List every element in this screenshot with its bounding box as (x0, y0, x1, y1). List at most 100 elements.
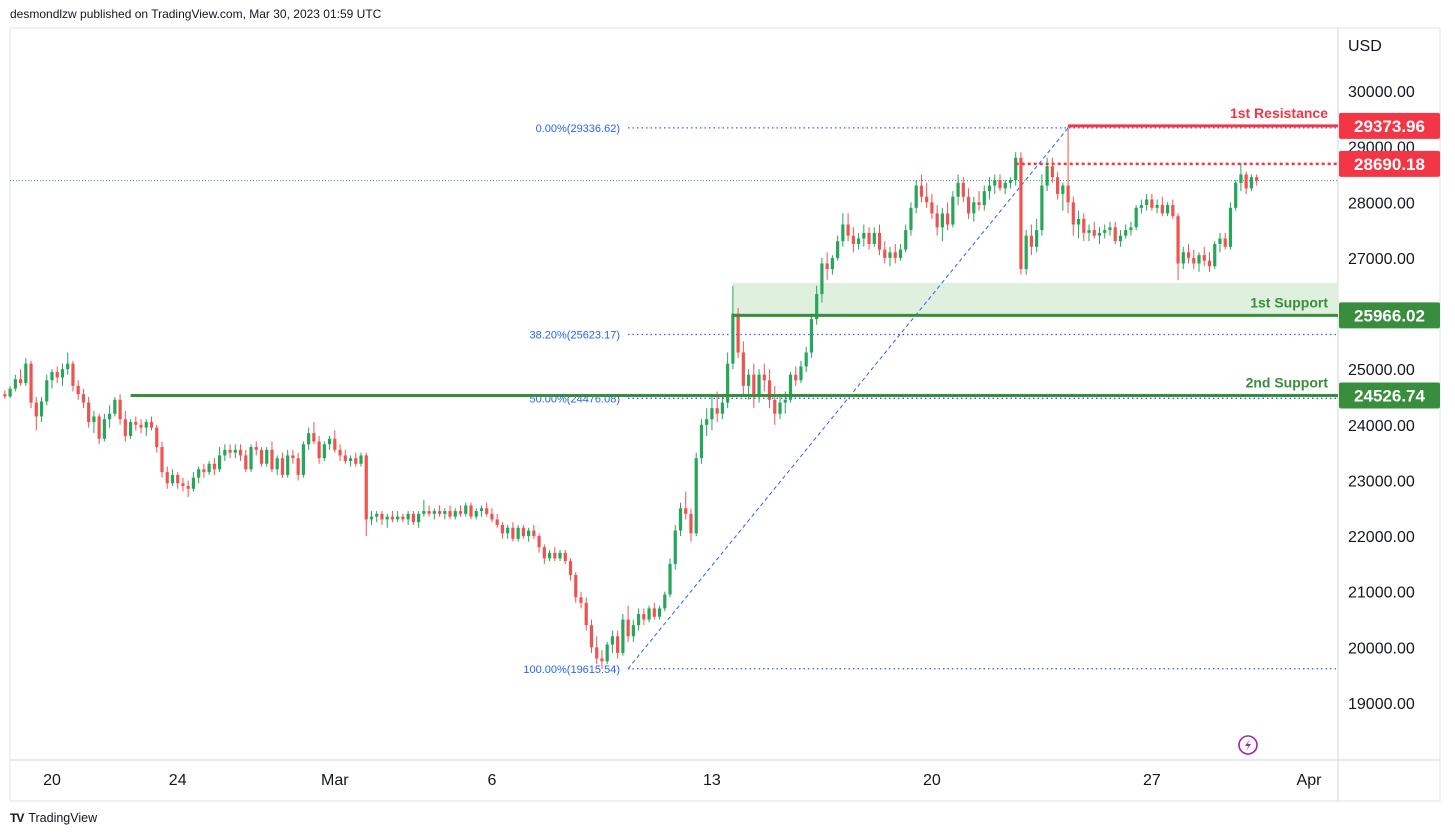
fib-level-label: 100.00%(19615.54) (523, 664, 620, 676)
candle-body (568, 561, 573, 576)
candle-body (600, 658, 604, 662)
candle-body (1061, 185, 1065, 194)
candle-body (155, 427, 159, 448)
candle-body (741, 352, 745, 386)
time-tick-label: Mar (321, 772, 349, 789)
candle-body (532, 530, 536, 537)
candle-body (212, 463, 216, 470)
candle-body (45, 380, 49, 402)
candle-body (1097, 232, 1102, 236)
tradingview-logo: TV (10, 811, 24, 825)
time-tick-label: 24 (169, 772, 187, 789)
candle-body (244, 455, 248, 470)
publication-info: desmondlzw published on TradingView.com,… (10, 7, 382, 21)
candle-body (914, 185, 918, 208)
candle-body (762, 374, 766, 381)
support-level-label: 2nd Support (1246, 375, 1329, 391)
chart-frame (9, 27, 1441, 802)
candle-body (521, 527, 525, 537)
candle-body (877, 232, 882, 250)
candle-body (966, 196, 971, 214)
candle-body (977, 202, 981, 206)
fib-trend-line (627, 127, 1069, 670)
candle-body (118, 399, 122, 420)
candle-body (773, 399, 777, 414)
candle-body (919, 185, 924, 197)
candle-body (1192, 257, 1196, 264)
candle-body (1218, 238, 1222, 244)
candle-body (223, 449, 227, 456)
candle-body (720, 402, 724, 414)
candle-body (422, 511, 426, 514)
candle-body (1255, 177, 1259, 181)
candle-body (380, 513, 384, 520)
candles-layer (3, 125, 1259, 669)
candle-body (872, 232, 876, 244)
price-tick-label: 19000.00 (1348, 696, 1415, 713)
candle-body (317, 441, 321, 459)
zone-layer (732, 282, 1338, 316)
candle-body (8, 388, 12, 397)
candle-body (458, 511, 463, 514)
candle-body (500, 524, 505, 534)
candle-body (87, 402, 91, 423)
candle-body (1213, 244, 1217, 267)
candle-body (13, 379, 17, 389)
candle-body (92, 416, 96, 423)
candle-body (1202, 255, 1206, 261)
candle-body (851, 235, 855, 244)
candle-body (563, 552, 567, 562)
candle-body (322, 444, 326, 459)
candle-body (24, 363, 28, 384)
candle-body (1035, 230, 1039, 247)
candle-body (804, 352, 808, 367)
candle-body (537, 536, 541, 548)
candle-body (673, 530, 677, 564)
candle-body (474, 511, 478, 517)
candle-body (102, 419, 106, 439)
candle-body (951, 196, 955, 225)
candle-body (815, 294, 819, 320)
candle-body (359, 455, 363, 464)
footer-branding: TV TradingView (10, 811, 97, 825)
candle-body (238, 449, 243, 456)
candle-body (610, 636, 615, 645)
candle-body (699, 424, 704, 459)
price-tick-label: 20000.00 (1348, 640, 1415, 657)
candle-body (134, 422, 138, 425)
candle-body (547, 552, 552, 559)
candle-body (935, 213, 939, 228)
resistance-price-tag (1339, 112, 1440, 139)
time-tick-label: 20 (43, 772, 61, 789)
time-axis[interactable]: 20 24 Mar 6 13 20 27 Apr (43, 772, 1322, 789)
candle-body (1150, 199, 1154, 208)
candle-body (1076, 218, 1081, 225)
candle-body (1145, 199, 1149, 206)
candle-body (961, 182, 965, 197)
candle-body (684, 508, 688, 514)
candle-body (616, 636, 620, 653)
candle-body (579, 597, 583, 603)
candle-body (553, 552, 557, 559)
candle-body (312, 433, 316, 442)
candle-body (893, 252, 897, 258)
lightning-icon[interactable] (1238, 735, 1258, 755)
candle-body (369, 516, 374, 520)
candle-body (448, 511, 452, 517)
candle-body (60, 369, 65, 378)
candle-body (678, 508, 683, 531)
candle-body (511, 527, 515, 539)
candle-body (1113, 227, 1117, 242)
support-price-tag (1339, 382, 1440, 409)
candle-body (883, 249, 887, 258)
candle-body (809, 319, 814, 353)
candle-body (584, 602, 588, 626)
candle-body (846, 224, 850, 236)
candle-body (401, 516, 405, 520)
time-tick-label: Apr (1297, 772, 1323, 789)
candle-body (736, 313, 740, 353)
candle-body (469, 505, 473, 517)
candle-body (1181, 252, 1185, 264)
candle-body (987, 185, 992, 192)
